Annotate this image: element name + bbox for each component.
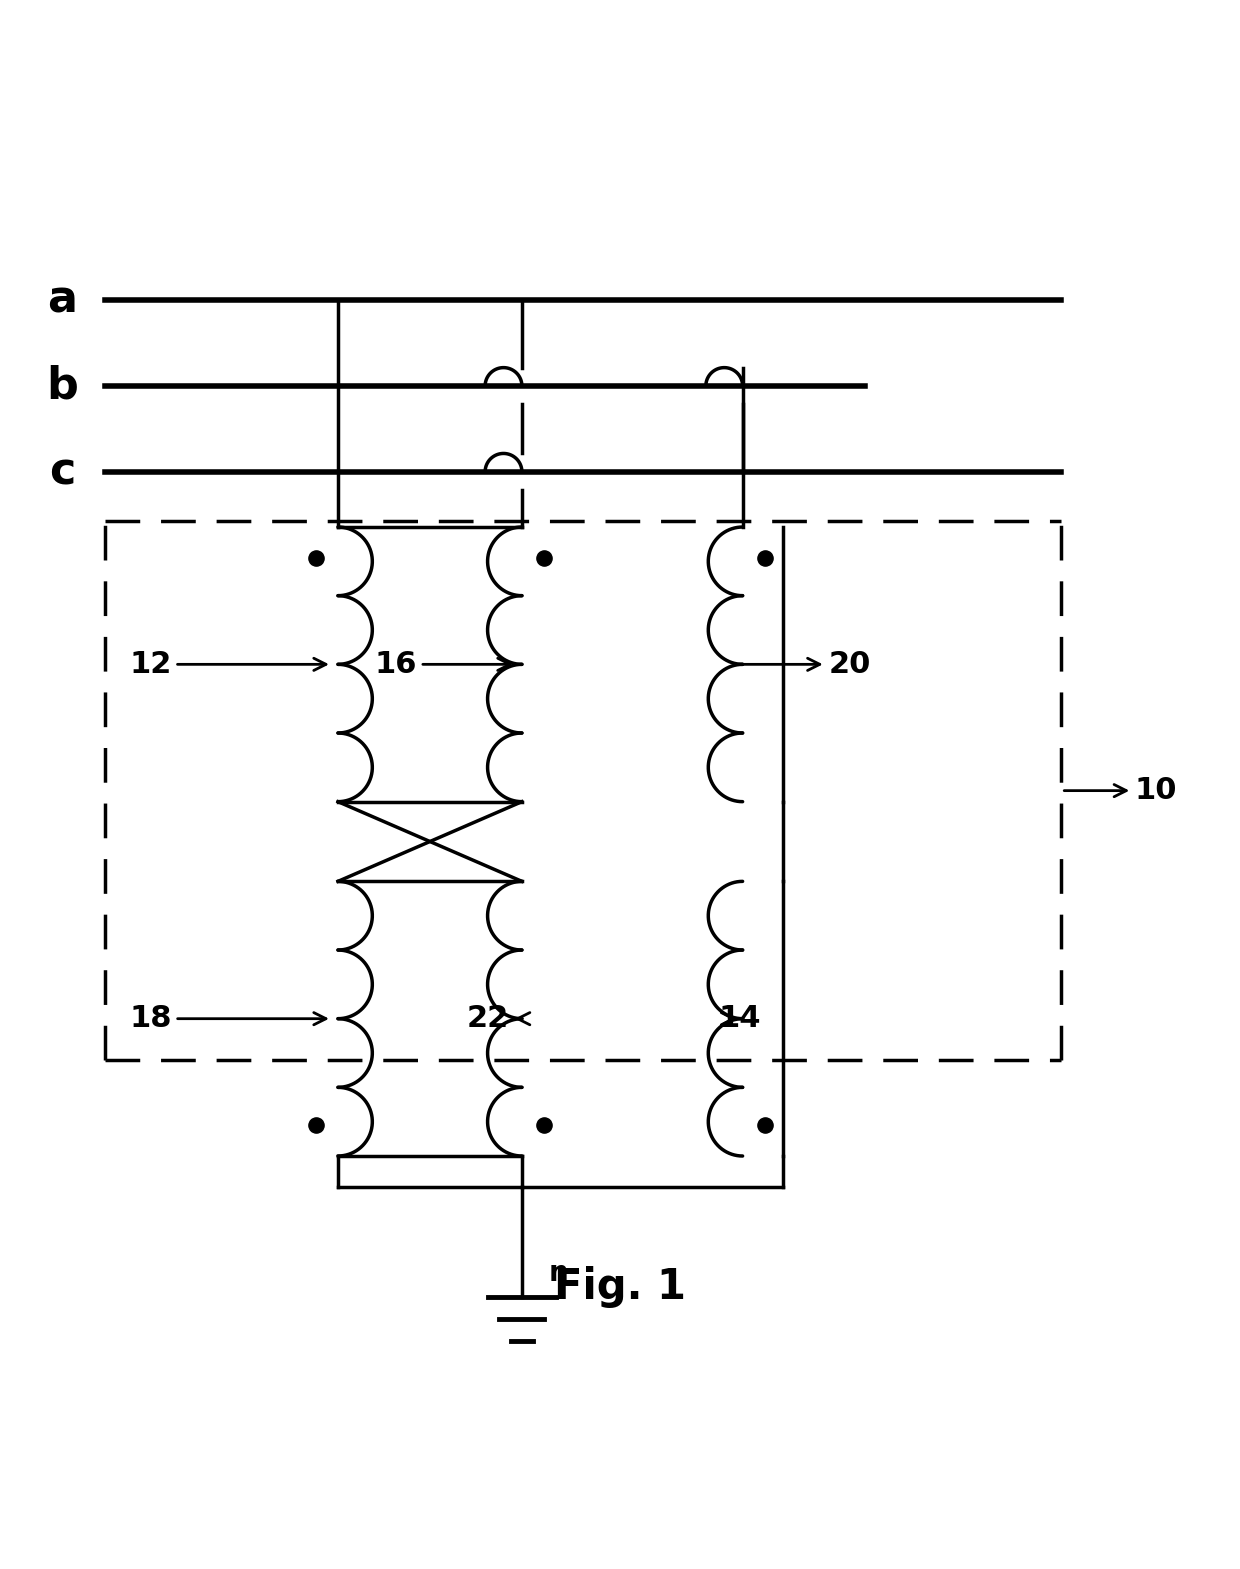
Point: [755, 544, 775, 570]
Text: c: c: [48, 450, 76, 493]
Text: Fig. 1: Fig. 1: [554, 1266, 686, 1309]
Point: [755, 1112, 775, 1138]
Text: 20: 20: [739, 650, 870, 679]
Text: 16: 16: [374, 650, 510, 679]
Text: n: n: [549, 1260, 569, 1287]
Point: [534, 544, 554, 570]
Text: 10: 10: [1064, 777, 1178, 805]
Point: [306, 1112, 326, 1138]
Point: [534, 1112, 554, 1138]
Text: b: b: [46, 364, 78, 408]
Text: 22: 22: [466, 1004, 529, 1034]
Text: 12: 12: [129, 650, 326, 679]
Text: 14: 14: [718, 1004, 760, 1034]
Text: 18: 18: [129, 1004, 326, 1034]
Point: [306, 544, 326, 570]
Text: a: a: [47, 279, 77, 322]
